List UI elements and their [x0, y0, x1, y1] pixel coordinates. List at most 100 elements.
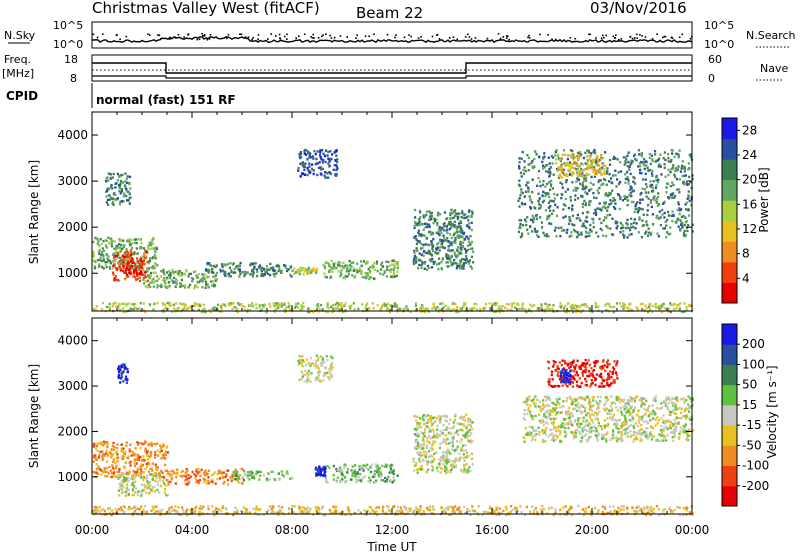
nsearch-dot	[670, 36, 673, 39]
velocity-cell	[317, 470, 321, 474]
power-cell	[144, 280, 147, 283]
power-cell	[439, 246, 442, 249]
velocity-cell	[532, 427, 535, 431]
velocity-cell	[105, 470, 109, 473]
freq-tick-bottom: 8	[70, 72, 77, 85]
velocity-cell	[122, 456, 125, 460]
power-colorbar-segment	[722, 118, 737, 140]
power-cell	[145, 255, 148, 258]
power-cell	[316, 304, 319, 307]
power-cell	[420, 310, 423, 313]
velocity-cell	[200, 468, 203, 471]
power-cell	[106, 198, 110, 202]
velocity-cell	[667, 398, 670, 401]
velocity-cell	[358, 468, 361, 471]
velocity-cell	[620, 438, 623, 441]
power-cell	[106, 189, 109, 193]
power-cell	[104, 263, 107, 267]
velocity-cell	[381, 464, 384, 468]
power-cell	[533, 227, 536, 231]
nsearch-dot	[456, 38, 459, 41]
velocity-cell	[184, 479, 187, 482]
power-cell	[505, 303, 508, 306]
power-cell	[256, 274, 259, 278]
power-cell	[115, 244, 118, 248]
power-cell	[582, 156, 585, 160]
velocity-cell	[131, 481, 134, 485]
power-cell	[114, 186, 117, 189]
velocity-cell	[195, 470, 198, 473]
velocity-cell	[600, 425, 603, 428]
power-cell	[124, 271, 128, 274]
power-cell	[128, 257, 132, 260]
power-cell	[568, 217, 571, 221]
power-cell	[609, 199, 612, 202]
velocity-cell	[660, 433, 663, 436]
power-cell	[259, 268, 262, 271]
power-cell	[569, 305, 573, 308]
power-cell	[609, 192, 612, 195]
power-cell	[533, 150, 536, 153]
power-cell	[175, 302, 178, 305]
power-cell	[691, 223, 694, 226]
power-cell	[548, 162, 551, 165]
velocity-cell	[355, 477, 358, 480]
power-cell	[185, 269, 188, 273]
power-cell	[537, 176, 540, 180]
power-cell	[667, 307, 670, 311]
power-cell	[451, 302, 454, 305]
power-cell	[667, 160, 670, 163]
power-cell	[551, 162, 554, 165]
power-cell	[360, 269, 363, 273]
velocity-cell	[560, 410, 563, 414]
nsearch-dot	[267, 38, 269, 40]
velocity-cell	[391, 471, 394, 474]
velocity-cell	[423, 440, 426, 443]
velocity-cell	[426, 444, 429, 447]
velocity-cell	[641, 399, 644, 402]
power-cell	[552, 200, 555, 203]
velocity-cell	[227, 478, 230, 482]
power-cell	[547, 156, 550, 159]
velocity-cell	[610, 417, 613, 420]
power-cell	[180, 271, 183, 275]
power-cell	[310, 271, 313, 274]
power-cell	[108, 198, 111, 201]
power-cell	[287, 268, 290, 271]
power-cell	[124, 187, 127, 190]
velocity-cell	[671, 424, 675, 428]
power-cell	[353, 308, 356, 311]
power-cell	[138, 273, 141, 276]
power-cell	[549, 185, 552, 188]
power-cell	[576, 177, 579, 180]
power-cell	[174, 285, 177, 288]
power-cell	[456, 234, 459, 237]
velocity-cell	[219, 477, 222, 480]
power-cell	[110, 245, 113, 248]
power-cell	[537, 192, 540, 195]
power-cell	[169, 304, 172, 307]
power-cell	[102, 267, 105, 270]
power-cell	[157, 277, 160, 280]
power-cell	[625, 158, 628, 161]
power-cell	[548, 303, 551, 307]
power-cell	[118, 308, 121, 311]
power-cell	[518, 179, 521, 182]
nsearch-dot	[651, 38, 654, 40]
power-cell	[373, 268, 376, 271]
velocity-cell	[445, 428, 448, 431]
power-cell	[614, 207, 617, 210]
power-cell	[688, 199, 691, 203]
power-cell	[568, 161, 572, 164]
velocity-cell	[96, 442, 99, 445]
velocity-cell	[156, 449, 159, 452]
velocity-cell	[429, 447, 432, 450]
velocity-cell	[420, 431, 423, 434]
velocity-cell	[657, 419, 660, 422]
power-cell	[356, 269, 359, 273]
power-cell	[535, 153, 538, 156]
velocity-cell	[439, 415, 443, 418]
power-cell	[130, 250, 133, 253]
velocity-cell	[270, 470, 273, 474]
velocity-cell	[118, 467, 121, 471]
